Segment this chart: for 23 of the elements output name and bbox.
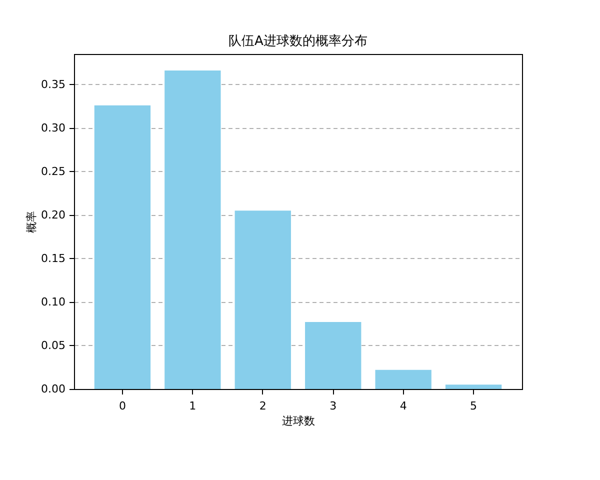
- y-tick-label: 0.00: [41, 382, 66, 396]
- y-tick-label: 0.05: [41, 338, 66, 352]
- bar: [375, 370, 432, 389]
- y-tick-label: 0.30: [41, 121, 66, 134]
- x-axis-title: 进球数: [282, 414, 315, 428]
- bar: [305, 322, 362, 389]
- x-tick-label: 2: [259, 400, 266, 412]
- y-axis-title: 概率: [25, 211, 38, 233]
- chart-title: 队伍A进球数的概率分布: [228, 33, 368, 49]
- x-tick-label: 4: [400, 400, 407, 412]
- y-tick-label: 0.10: [41, 295, 66, 308]
- bar: [445, 384, 502, 389]
- x-tick-label: 3: [330, 400, 337, 412]
- y-tick-label: 0.15: [41, 252, 66, 265]
- bar: [164, 70, 221, 389]
- bar: [94, 105, 151, 389]
- x-tick-label: 5: [470, 400, 478, 412]
- x-tick-label: 1: [189, 400, 196, 412]
- y-tick-label: 0.35: [41, 78, 66, 91]
- bar: [234, 210, 291, 389]
- x-tick-label: 0: [118, 400, 126, 412]
- y-tick-label: 0.25: [41, 164, 66, 178]
- y-tick-label: 0.20: [41, 208, 66, 222]
